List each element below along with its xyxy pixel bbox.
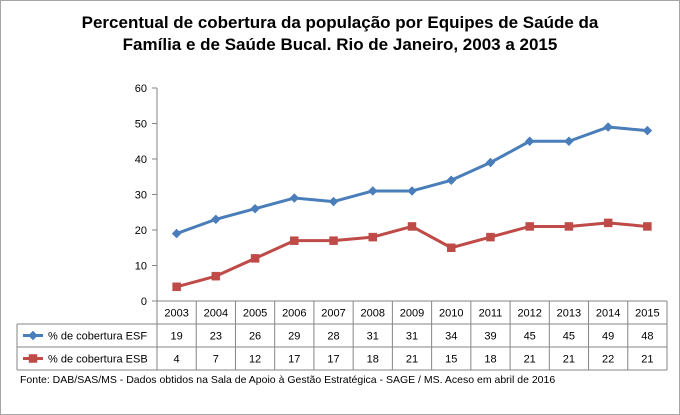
x-category-label-2007: 2007 bbox=[321, 308, 345, 320]
point-pct-de-cobertura-esb-2011 bbox=[486, 232, 495, 242]
x-category-label-2005: 2005 bbox=[243, 308, 267, 320]
chart-title-line-1: Percentual de cobertura da população por… bbox=[81, 13, 599, 32]
point-pct-de-cobertura-esf-2014 bbox=[603, 122, 614, 132]
point-pct-de-cobertura-esb-2003 bbox=[172, 282, 181, 292]
point-pct-de-cobertura-esf-2004 bbox=[210, 214, 221, 225]
table-value-pct-de-cobertura-esb-2005: 12 bbox=[249, 354, 261, 366]
point-pct-de-cobertura-esf-2009 bbox=[407, 186, 417, 196]
table-value-pct-de-cobertura-esb-2014: 22 bbox=[602, 354, 614, 366]
x-category-label-2006: 2006 bbox=[282, 308, 306, 320]
x-category-label-2012: 2012 bbox=[517, 308, 541, 320]
chart-title-line-2: Família e de Saúde Bucal. Rio de Janeiro… bbox=[122, 35, 558, 54]
point-pct-de-cobertura-esb-2008 bbox=[368, 232, 378, 242]
point-pct-de-cobertura-esf-2011 bbox=[485, 157, 496, 168]
y-tick-label-20: 20 bbox=[135, 225, 147, 237]
x-category-label-2009: 2009 bbox=[400, 308, 424, 320]
x-category-label-2004: 2004 bbox=[204, 308, 228, 320]
point-pct-de-cobertura-esf-2015 bbox=[642, 125, 653, 136]
x-category-label-2013: 2013 bbox=[557, 308, 581, 320]
table-value-pct-de-cobertura-esf-2012: 45 bbox=[524, 331, 536, 343]
y-tick-label-10: 10 bbox=[135, 261, 147, 273]
table-value-pct-de-cobertura-esb-2015: 21 bbox=[641, 354, 653, 366]
point-pct-de-cobertura-esb-2014 bbox=[603, 218, 613, 228]
table-value-pct-de-cobertura-esb-2010: 15 bbox=[445, 354, 457, 366]
y-tick-label-60: 60 bbox=[135, 83, 147, 95]
table-value-pct-de-cobertura-esb-2013: 21 bbox=[563, 354, 575, 366]
legend-marker-pct-de-cobertura-esf bbox=[28, 330, 38, 341]
y-tick-label-40: 40 bbox=[135, 154, 147, 166]
point-pct-de-cobertura-esb-2013 bbox=[564, 222, 574, 231]
table-value-pct-de-cobertura-esf-2015: 48 bbox=[641, 331, 653, 343]
table-value-pct-de-cobertura-esb-2007: 17 bbox=[327, 354, 339, 366]
legend-marker-pct-de-cobertura-esb bbox=[28, 354, 38, 363]
table-value-pct-de-cobertura-esb-2009: 21 bbox=[406, 354, 418, 366]
x-category-label-2008: 2008 bbox=[361, 308, 385, 320]
point-pct-de-cobertura-esf-2008 bbox=[367, 186, 378, 196]
point-pct-de-cobertura-esb-2012 bbox=[525, 222, 534, 231]
point-pct-de-cobertura-esb-2007 bbox=[329, 236, 338, 245]
table-value-pct-de-cobertura-esf-2011: 39 bbox=[484, 331, 496, 343]
x-category-label-2015: 2015 bbox=[635, 308, 659, 320]
table-value-pct-de-cobertura-esf-2007: 28 bbox=[327, 331, 339, 343]
legend-label-pct-de-cobertura-esf: % de cobertura ESF bbox=[48, 331, 147, 343]
x-category-label-2010: 2010 bbox=[439, 308, 463, 320]
table-value-pct-de-cobertura-esb-2004: 7 bbox=[213, 354, 219, 366]
table-value-pct-de-cobertura-esf-2004: 23 bbox=[210, 331, 222, 343]
point-pct-de-cobertura-esf-2005 bbox=[250, 203, 260, 214]
x-category-label-2014: 2014 bbox=[596, 308, 620, 320]
table-value-pct-de-cobertura-esf-2009: 31 bbox=[406, 331, 418, 343]
point-pct-de-cobertura-esf-2007 bbox=[328, 196, 339, 207]
table-value-pct-de-cobertura-esb-2008: 18 bbox=[367, 354, 379, 366]
point-pct-de-cobertura-esf-2003 bbox=[171, 228, 182, 239]
table-value-pct-de-cobertura-esf-2003: 19 bbox=[170, 331, 182, 343]
point-pct-de-cobertura-esf-2010 bbox=[446, 175, 457, 186]
point-pct-de-cobertura-esf-2006 bbox=[289, 193, 300, 203]
series-line-pct-de-cobertura-esf bbox=[175, 125, 649, 236]
point-pct-de-cobertura-esf-2013 bbox=[564, 136, 574, 147]
table-value-pct-de-cobertura-esb-2003: 4 bbox=[174, 354, 180, 366]
x-category-label-2011: 2011 bbox=[479, 308, 503, 320]
point-pct-de-cobertura-esb-2010 bbox=[446, 243, 456, 252]
table-value-pct-de-cobertura-esf-2013: 45 bbox=[563, 331, 575, 343]
y-tick-label-30: 30 bbox=[135, 190, 147, 202]
point-pct-de-cobertura-esb-2006 bbox=[290, 236, 299, 245]
legend-label-pct-de-cobertura-esb: % de cobertura ESB bbox=[48, 354, 148, 366]
y-tick-label-50: 50 bbox=[135, 119, 147, 131]
point-pct-de-cobertura-esb-2004 bbox=[211, 271, 221, 281]
series-line-pct-de-cobertura-esb bbox=[175, 221, 649, 289]
y-tick-label-0: 0 bbox=[141, 296, 147, 308]
table-value-pct-de-cobertura-esf-2008: 31 bbox=[367, 331, 379, 343]
table-value-pct-de-cobertura-esf-2006: 29 bbox=[288, 331, 300, 343]
table-value-pct-de-cobertura-esb-2006: 17 bbox=[288, 354, 300, 366]
table-value-pct-de-cobertura-esf-2010: 34 bbox=[445, 331, 457, 343]
point-pct-de-cobertura-esb-2015 bbox=[643, 222, 652, 231]
point-pct-de-cobertura-esf-2012 bbox=[524, 136, 535, 147]
x-category-label-2003: 2003 bbox=[164, 308, 188, 320]
point-pct-de-cobertura-esb-2009 bbox=[407, 222, 417, 231]
table-value-pct-de-cobertura-esb-2011: 18 bbox=[484, 354, 496, 366]
source-note: Fonte: DAB/SAS/MS - Dados obtidos na Sal… bbox=[20, 374, 556, 386]
point-pct-de-cobertura-esb-2005 bbox=[250, 254, 260, 263]
table-value-pct-de-cobertura-esf-2005: 26 bbox=[249, 331, 261, 343]
table-value-pct-de-cobertura-esb-2012: 21 bbox=[524, 354, 536, 366]
chart-title: Percentual de cobertura da população por… bbox=[0, 12, 680, 56]
table-value-pct-de-cobertura-esf-2014: 49 bbox=[602, 331, 614, 343]
